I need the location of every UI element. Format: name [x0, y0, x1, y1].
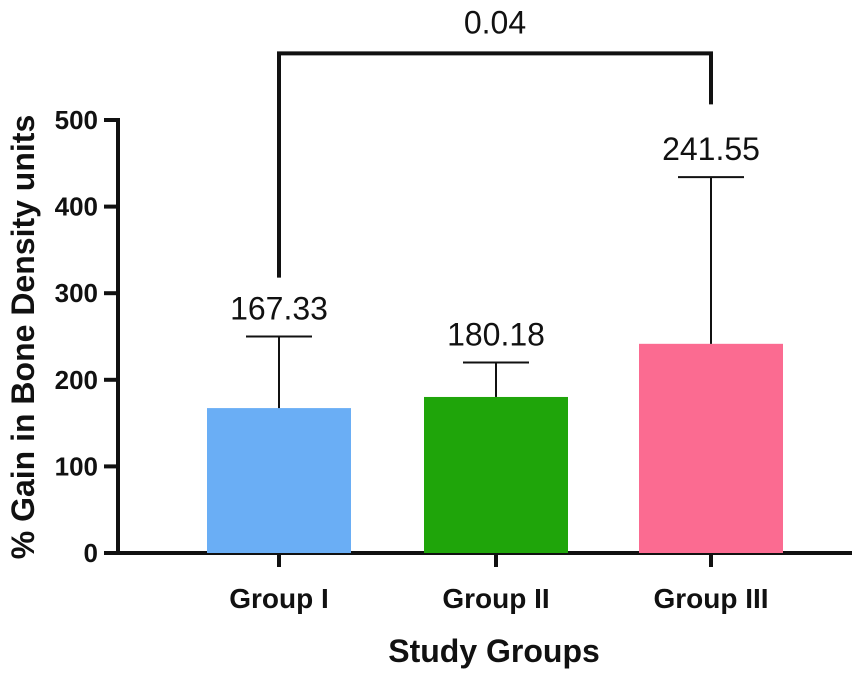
- x-tick-label: Group II: [442, 583, 549, 614]
- y-tick-label: 400: [55, 192, 98, 222]
- x-tick-label: Group III: [653, 583, 768, 614]
- y-tick-label: 300: [55, 278, 98, 308]
- data-label: 180.18: [447, 316, 545, 352]
- bar: [639, 343, 783, 553]
- significance-label: 0.04: [464, 4, 526, 40]
- y-tick-label: 500: [55, 105, 98, 135]
- y-axis-title: % Gain in Bone Density units: [5, 115, 41, 560]
- bar: [424, 396, 568, 553]
- bar: [207, 408, 351, 553]
- y-tick-label: 200: [55, 365, 98, 395]
- x-axis: Group I Group II Group III: [116, 551, 852, 614]
- y-axis: 0 100 200 300 400 500: [55, 105, 120, 568]
- data-label: 241.55: [662, 131, 760, 167]
- data-label: 167.33: [230, 291, 328, 327]
- y-tick-label: 100: [55, 451, 98, 481]
- y-tick-label: 0: [84, 538, 98, 568]
- x-axis-title: Study Groups: [388, 633, 600, 669]
- significance-bracket: [277, 51, 713, 278]
- x-tick-label: Group I: [229, 583, 329, 614]
